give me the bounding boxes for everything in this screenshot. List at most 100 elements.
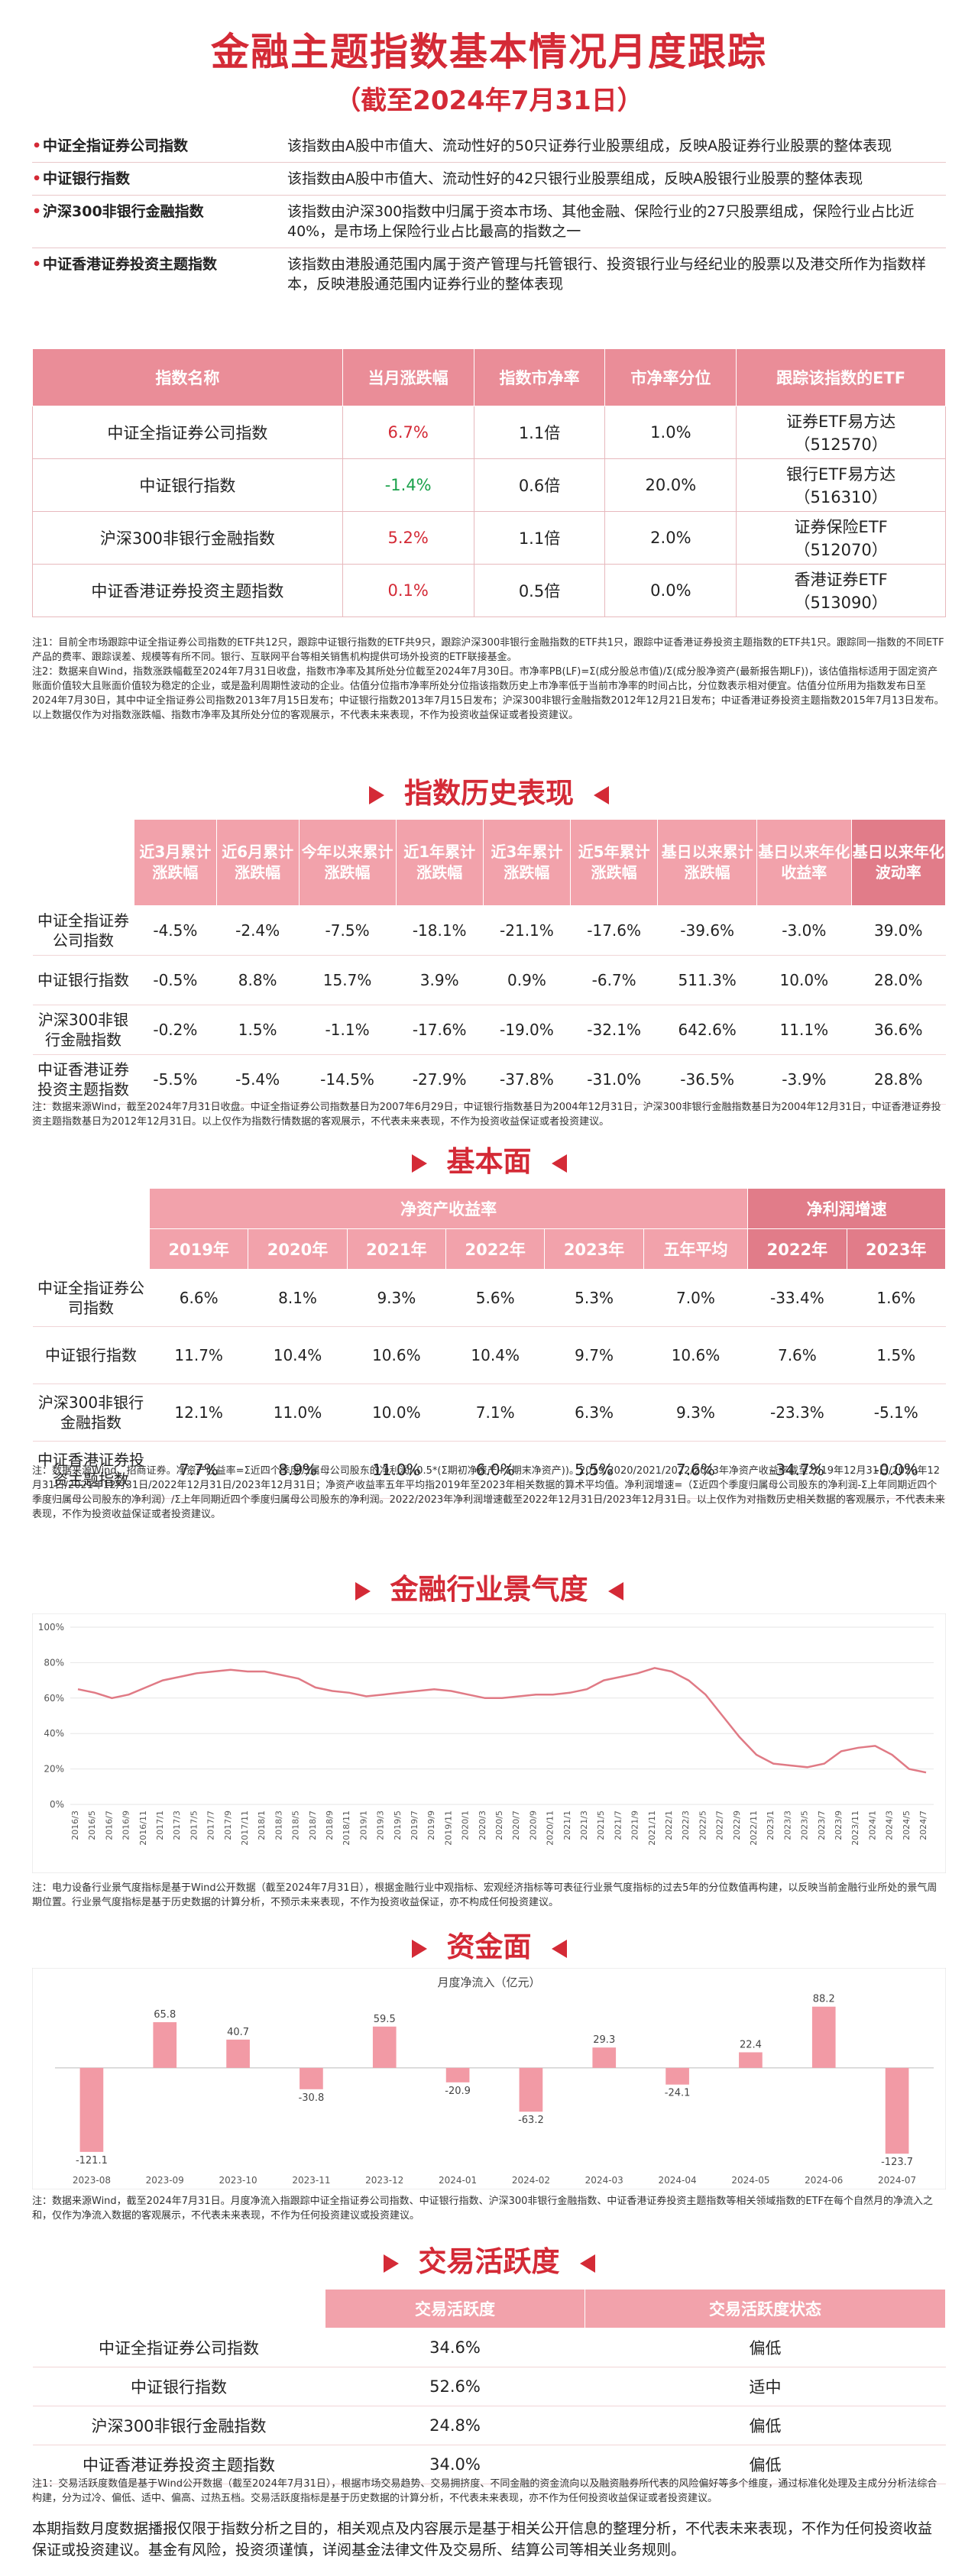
x-tick-label: 2019/1: [358, 1811, 368, 1840]
value-cell: 1.5%: [847, 1326, 946, 1384]
x-tick-label: 2022/3: [681, 1811, 691, 1840]
value-cell: 7.6%: [747, 1326, 847, 1384]
bar-value-label: -121.1: [76, 2155, 108, 2167]
bar-value-label: 88.2: [813, 1994, 835, 2005]
x-tick-label: 2024/1: [867, 1811, 877, 1840]
value-cell: 5.5%: [544, 1441, 644, 1499]
activity-table: 交易活跃度 交易活跃度状态 中证全指证券公司指数 34.6% 偏低 中证银行指数…: [32, 2289, 947, 2484]
bar-value-label: -24.1: [665, 2088, 691, 2099]
intro-item-name: 中证全指证券公司指数: [32, 136, 287, 156]
bar: [372, 2026, 397, 2068]
value-cell: 11.0%: [347, 1441, 446, 1499]
table-header: 基日以来年化收益率: [756, 819, 852, 906]
intro-item: 中证银行指数 该指数由A股中市值大、流动性好的42只银行业股票组成，反映A股银行…: [32, 163, 946, 196]
table-header: 基日以来年化波动率: [850, 819, 947, 906]
section-title: 指数历史表现: [404, 777, 574, 810]
table-header: 指数市净率: [473, 348, 606, 406]
table-header-blank: [32, 1188, 150, 1270]
etf-code: （513090）: [794, 594, 888, 612]
table-header: 交易活跃度: [325, 2289, 585, 2328]
x-tick-label: 2024-06: [805, 2175, 843, 2186]
table-group-header: 净利润增速: [747, 1188, 946, 1229]
value-cell: 28.8%: [851, 1054, 946, 1105]
value-cell: 7.1%: [445, 1383, 545, 1442]
x-tick-label: 2020/9: [528, 1811, 538, 1840]
value-cell: 5.3%: [544, 1269, 644, 1327]
activity-status-cell: 偏低: [585, 2445, 946, 2484]
value-cell: -18.1%: [396, 905, 484, 956]
value-cell: 5.6%: [445, 1269, 545, 1327]
etf-code: （516310）: [794, 488, 888, 506]
value-cell: -3.0%: [756, 905, 852, 956]
fundamentals-table: 净资产收益率 净利润增速 2019年 2020年 2021年 2022年 202…: [32, 1188, 947, 1499]
activity-status-cell: 偏低: [585, 2406, 946, 2445]
bar-value-label: 22.4: [740, 2039, 762, 2050]
pb-cell: 0.6倍: [473, 458, 606, 512]
y-tick-label: 40%: [44, 1728, 64, 1739]
triangle-right-icon: [383, 2254, 399, 2273]
value-cell: -3.9%: [756, 1054, 852, 1105]
bar-value-label: 59.5: [374, 2014, 396, 2025]
value-cell: -0.2%: [134, 1005, 217, 1055]
section-heading: 交易活跃度: [0, 2238, 978, 2280]
footnote-activity: 注1：交易活跃度数值是基于Wind公开数据（截至2024年7月31日），根据市场…: [32, 2478, 938, 2504]
index-name-cell: 中证全指证券公司指数: [32, 1269, 150, 1327]
x-tick-label: 2023/9: [834, 1811, 844, 1840]
value-cell: -31.0%: [570, 1054, 658, 1105]
pb-cell: 0.5倍: [473, 564, 606, 617]
value-cell: -37.8%: [483, 1054, 571, 1105]
footnote-prosperity: 注：电力设备行业景气度指标是基于Wind公开数据（截至2024年7月31日），根…: [32, 1882, 938, 1908]
value-cell: 0.9%: [483, 955, 571, 1005]
value-cell: 10.6%: [347, 1326, 446, 1384]
x-tick-label: 2017/1: [155, 1811, 165, 1840]
x-tick-label: 2017/9: [223, 1811, 233, 1840]
index-name-cell: 中证香港证券投资主题指数: [32, 2445, 325, 2484]
footnote-fund-flow: 注：数据来源Wind，截至2024年7月31日。月度净流入指跟踪中证全指证券公司…: [32, 2196, 934, 2222]
x-tick-label: 2021/3: [579, 1811, 589, 1840]
y-tick-label: 20%: [44, 1764, 64, 1775]
index-name-cell: 中证全指证券公司指数: [32, 905, 134, 956]
x-tick-label: 2021/5: [596, 1811, 606, 1840]
x-tick-label: 2021/7: [613, 1811, 623, 1840]
chart-frame: [31, 1967, 947, 2190]
table-row: 沪深300非银行金融指数 24.8% 偏低: [32, 2406, 946, 2445]
x-tick-label: 2020/3: [478, 1811, 487, 1840]
x-tick-label: 2024/3: [885, 1811, 895, 1840]
bar-value-label: -30.8: [299, 2092, 325, 2104]
section-title: 基本面: [446, 1145, 532, 1178]
table-row: 中证银行指数 -1.4% 0.6倍 20.0% 银行ETF易方达 （516310）: [32, 458, 946, 512]
intro-item-name: 中证香港证券投资主题指数: [32, 254, 287, 294]
x-tick-label: 2024-07: [878, 2175, 916, 2186]
value-cell: 642.6%: [657, 1005, 757, 1055]
index-name-cell: 中证香港证券投资主题指数: [32, 1054, 134, 1105]
value-cell: 36.6%: [851, 1005, 946, 1055]
value-cell: 6.6%: [149, 1269, 248, 1327]
index-name-cell: 中证全指证券公司指数: [32, 406, 343, 459]
x-tick-label: 2023-10: [219, 2175, 257, 2186]
chart-title: 月度净流入（亿元）: [437, 1976, 540, 1989]
value-cell: -4.5%: [134, 905, 217, 956]
footnote-history: 注：数据来源Wind，截至2024年7月31日收盘。中证全指证券公司指数基日为2…: [32, 1102, 941, 1128]
x-tick-label: 2019/5: [393, 1811, 403, 1840]
value-cell: -17.6%: [570, 905, 658, 956]
x-tick-label: 2024/5: [902, 1811, 912, 1840]
value-cell: 10.0%: [347, 1383, 446, 1442]
table-row: 中证全指证券公司指数 34.6% 偏低: [32, 2328, 946, 2367]
x-tick-label: 2016/7: [104, 1811, 114, 1840]
intro-item: 中证全指证券公司指数 该指数由A股中市值大、流动性好的50只证券行业股票组成，反…: [32, 130, 946, 163]
index-name-cell: 沪深300非银行金融指数: [32, 1383, 150, 1442]
prosperity-chart: 0% 20% 40% 60% 80% 100% 2016/3 2016/5 2016/7 2016…: [31, 1613, 947, 1874]
x-tick-label: 2023-09: [146, 2175, 184, 2186]
value-cell: -27.9%: [396, 1054, 484, 1105]
bar-value-label: -123.7: [881, 2157, 913, 2168]
pb-cell: 1.1倍: [473, 406, 606, 459]
x-tick-label: 2023-12: [365, 2175, 403, 2186]
x-tick-label: 2018/3: [274, 1811, 283, 1840]
index-name-cell: 中证全指证券公司指数: [32, 2328, 325, 2367]
table-header: 近5年累计涨跌幅: [570, 819, 659, 906]
intro-item-name: 沪深300非银行金融指数: [32, 202, 287, 241]
index-name-cell: 中证银行指数: [32, 2367, 325, 2406]
x-tick-label: 2017/3: [172, 1811, 182, 1840]
section-title: 资金面: [446, 1930, 532, 1963]
table-header: [32, 819, 134, 906]
